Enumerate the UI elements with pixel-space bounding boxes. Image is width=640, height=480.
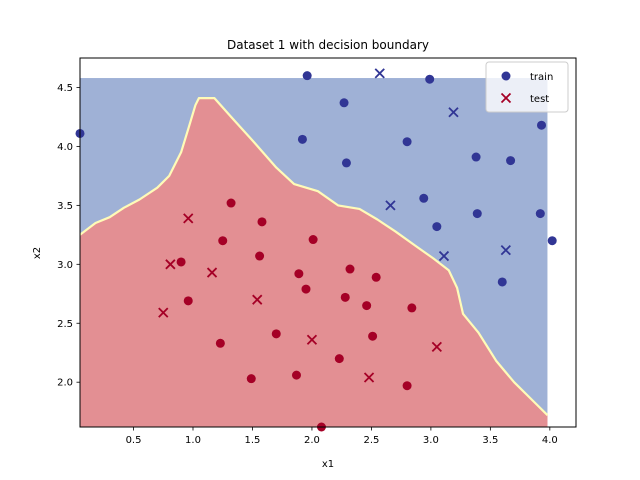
test-point-12 (363, 372, 375, 383)
train-point-22 (345, 264, 355, 274)
test-point-8 (252, 294, 263, 305)
x-tick-label-0: 0.5 (126, 435, 142, 446)
y-tick-label-0: 2.0 (57, 378, 73, 389)
train-point-30 (271, 329, 281, 339)
train-point-16 (226, 198, 236, 208)
train-point-1 (302, 71, 312, 81)
decision-regions (79, 78, 549, 427)
train-point-20 (255, 251, 265, 261)
test-point-10 (306, 334, 318, 345)
train-point-23 (294, 269, 304, 279)
y-tick-label-5: 4.5 (57, 83, 73, 94)
axes-frame (79, 57, 577, 428)
y-tick-label-2: 3.0 (57, 260, 73, 271)
train-point-7 (537, 120, 547, 130)
legend-label-test: test (530, 94, 549, 105)
train-point-4 (297, 134, 307, 144)
train-point-19 (308, 235, 318, 245)
test-point-3 (438, 250, 450, 262)
x-tick-label-1: 1.0 (185, 435, 201, 446)
region-class-1 (80, 98, 548, 427)
x-tick-label-4: 2.5 (363, 435, 379, 446)
x-tick-label-7: 4.0 (542, 435, 558, 446)
train-point-17 (257, 217, 267, 227)
train-point-9 (506, 156, 516, 166)
legend-box (485, 61, 569, 113)
train-point-12 (472, 209, 482, 219)
train-point-18 (218, 236, 228, 246)
test-point-2 (385, 200, 396, 211)
test-point-0 (374, 68, 385, 79)
train-point-34 (246, 374, 256, 384)
test-point-5 (183, 213, 194, 224)
test-point-1 (448, 107, 459, 118)
y-axis-label: x2 (32, 247, 43, 259)
x-axis-label: x1 (322, 459, 334, 470)
train-point-28 (362, 301, 372, 311)
train-point-10 (419, 193, 429, 203)
decision-boundary (79, 97, 549, 416)
chart-title: Dataset 1 with decision boundary (227, 38, 429, 52)
test-point-6 (165, 259, 176, 270)
test-point-9 (158, 307, 169, 318)
legend-marker-test (500, 92, 512, 104)
x-tick-label-2: 1.5 (245, 435, 261, 446)
train-point-13 (535, 209, 545, 219)
legend-marker-train (501, 71, 511, 81)
test-point-4 (500, 245, 511, 256)
x-tick-label-3: 2.0 (304, 435, 320, 446)
train-point-36 (402, 381, 412, 391)
train-point-31 (368, 331, 378, 341)
train-point-14 (547, 236, 557, 246)
train-point-25 (301, 284, 311, 294)
train-point-32 (215, 338, 225, 348)
train-point-15 (497, 277, 507, 287)
y-tick-label-1: 2.5 (57, 319, 73, 330)
train-point-8 (471, 152, 481, 162)
legend: train test (485, 61, 569, 113)
test-point-7 (206, 267, 218, 278)
x-axis-ticks: 0.5 1.0 1.5 2.0 2.5 3.0 3.5 4.0 (126, 427, 558, 446)
y-axis-ticks: 2.0 2.5 3.0 3.5 4.0 4.5 (57, 83, 80, 389)
y-tick-label-4: 4.0 (57, 142, 73, 153)
train-point-27 (340, 292, 350, 302)
train-point-26 (183, 296, 193, 306)
train-point-33 (334, 354, 344, 364)
x-tick-label-5: 3.0 (423, 435, 439, 446)
train-point-24 (371, 272, 381, 282)
legend-label-train: train (530, 72, 553, 83)
train-point-11 (432, 222, 442, 232)
test-point-11 (431, 341, 442, 352)
train-point-35 (291, 370, 301, 380)
data-points (75, 68, 557, 432)
train-point-2 (339, 98, 349, 108)
train-point-21 (176, 257, 186, 267)
train-point-29 (407, 303, 417, 313)
x-tick-label-6: 3.5 (482, 435, 498, 446)
y-tick-label-3: 3.5 (57, 201, 73, 212)
train-point-5 (341, 158, 351, 168)
train-point-3 (425, 74, 435, 84)
train-point-6 (402, 137, 412, 147)
